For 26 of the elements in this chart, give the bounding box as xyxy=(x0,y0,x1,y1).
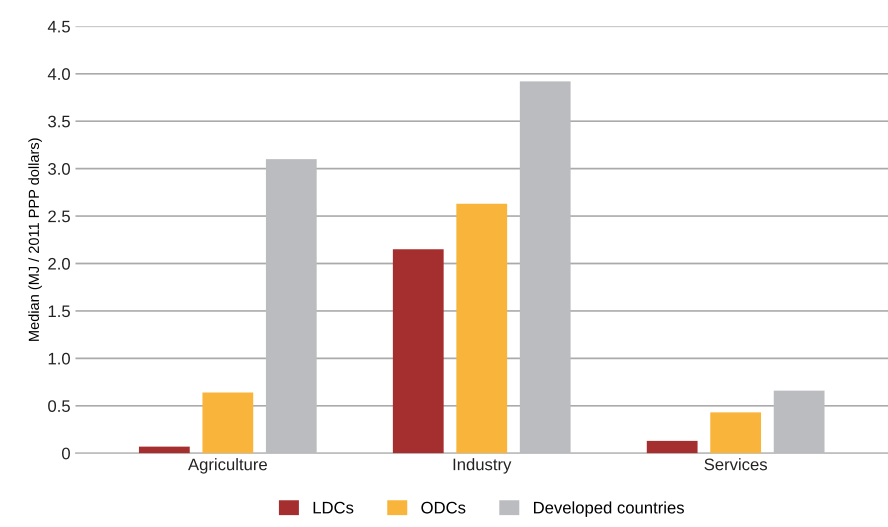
x-tick-label: Services xyxy=(704,458,768,470)
y-tick-label: 3.5 xyxy=(48,116,70,128)
bar xyxy=(266,159,317,454)
y-tick-label: 0 xyxy=(62,448,70,460)
bar xyxy=(646,440,698,454)
y-tick-label: 4.0 xyxy=(48,68,70,80)
bar xyxy=(710,412,762,454)
y-tick-label: 4.5 xyxy=(48,20,70,33)
x-tick-label: Industry xyxy=(454,458,512,474)
bar xyxy=(392,249,444,454)
bar xyxy=(774,390,825,454)
y-tick-label: 2.0 xyxy=(48,258,70,270)
legend-label: ODCs xyxy=(421,502,466,514)
y-axis-title: Median (MJ / 2011 PPP dollars) xyxy=(28,138,42,341)
y-tick-label: 1.0 xyxy=(48,352,70,365)
bar xyxy=(138,446,190,454)
x-tick-label: Agriculture xyxy=(188,458,267,474)
y-tick-label: 2.5 xyxy=(48,210,70,222)
bar xyxy=(202,392,254,454)
y-tick-label: 3.0 xyxy=(48,163,70,175)
y-tick-label: 1.5 xyxy=(48,306,70,318)
y-tick-label: 0.5 xyxy=(48,400,70,412)
legend-label: Developed countries xyxy=(534,501,684,517)
bar xyxy=(456,204,508,454)
bar xyxy=(520,81,571,454)
legend-label: LDCs xyxy=(314,502,354,514)
